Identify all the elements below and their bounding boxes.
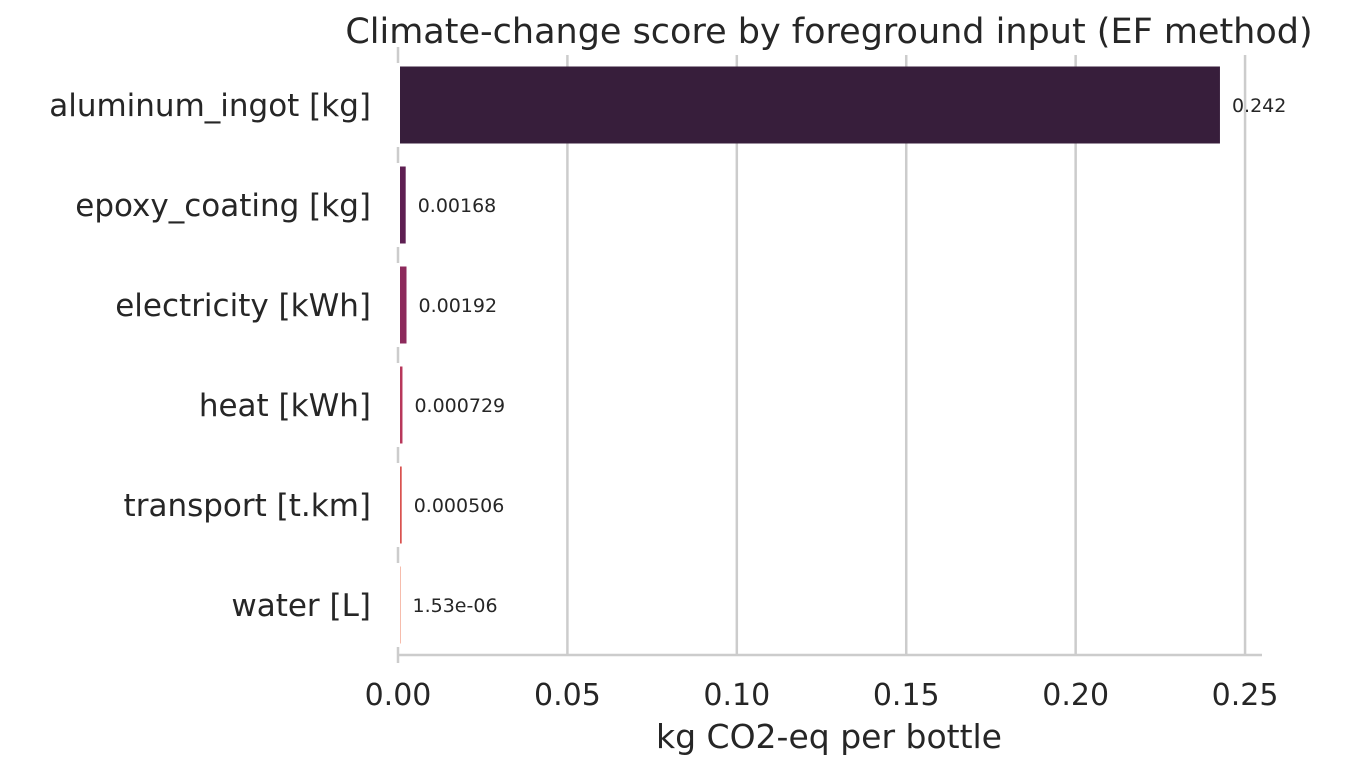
x-tick-label: 0.25: [1212, 678, 1279, 713]
y-category-label: transport [t.km]: [124, 488, 371, 524]
y-category-label: epoxy_coating [kg]: [75, 188, 371, 224]
x-tick-label: 0.10: [703, 678, 770, 713]
bars: 0.242 0.00168 0.00192 0.000729 0.000506 1.53e…: [400, 66, 1286, 644]
axes: 0.00 0.05 0.10 0.15 0.20 0.25 aluminum_ingot […: [49, 47, 1278, 713]
bar: [400, 566, 401, 644]
bar: [400, 366, 403, 444]
y-category-label: aluminum_ingot [kg]: [49, 88, 371, 124]
bar-value-label: 0.00192: [419, 295, 498, 317]
bar: [400, 66, 1220, 144]
y-category-label: heat [kWh]: [199, 388, 371, 424]
bar-value-label: 1.53e-06: [413, 595, 498, 617]
bar-value-label: 0.242: [1232, 95, 1286, 117]
bar-value-label: 0.00168: [418, 195, 497, 217]
bar-value-label: 0.000506: [414, 495, 505, 517]
x-tick-label: 0.05: [534, 678, 601, 713]
y-category-label: water [L]: [231, 588, 371, 624]
bar: [400, 266, 407, 344]
grid-lines: [566, 55, 1247, 655]
y-category-label: electricity [kWh]: [115, 288, 371, 324]
bar-value-label: 0.000729: [414, 395, 505, 417]
bar: [400, 466, 402, 544]
chart-title: Climate-change score by foreground input…: [345, 12, 1312, 52]
x-tick-label: 0.20: [1042, 678, 1109, 713]
x-axis-title: kg CO2-eq per bottle: [656, 717, 1002, 756]
x-tick-label: 0.15: [873, 678, 940, 713]
bar: [400, 166, 406, 244]
x-tick-label: 0.00: [365, 678, 432, 713]
